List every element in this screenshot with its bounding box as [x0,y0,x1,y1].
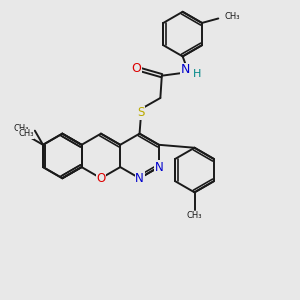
Text: O: O [96,172,106,185]
Text: CH₃: CH₃ [187,211,202,220]
Text: O: O [132,62,142,75]
Text: S: S [137,106,145,119]
Text: N: N [154,160,163,174]
Text: N: N [181,63,190,76]
Text: H: H [193,69,202,79]
Text: CH₃: CH₃ [225,13,240,22]
Text: N: N [135,172,144,185]
Text: CH₃: CH₃ [18,129,34,138]
Text: CH₃: CH₃ [14,124,29,133]
